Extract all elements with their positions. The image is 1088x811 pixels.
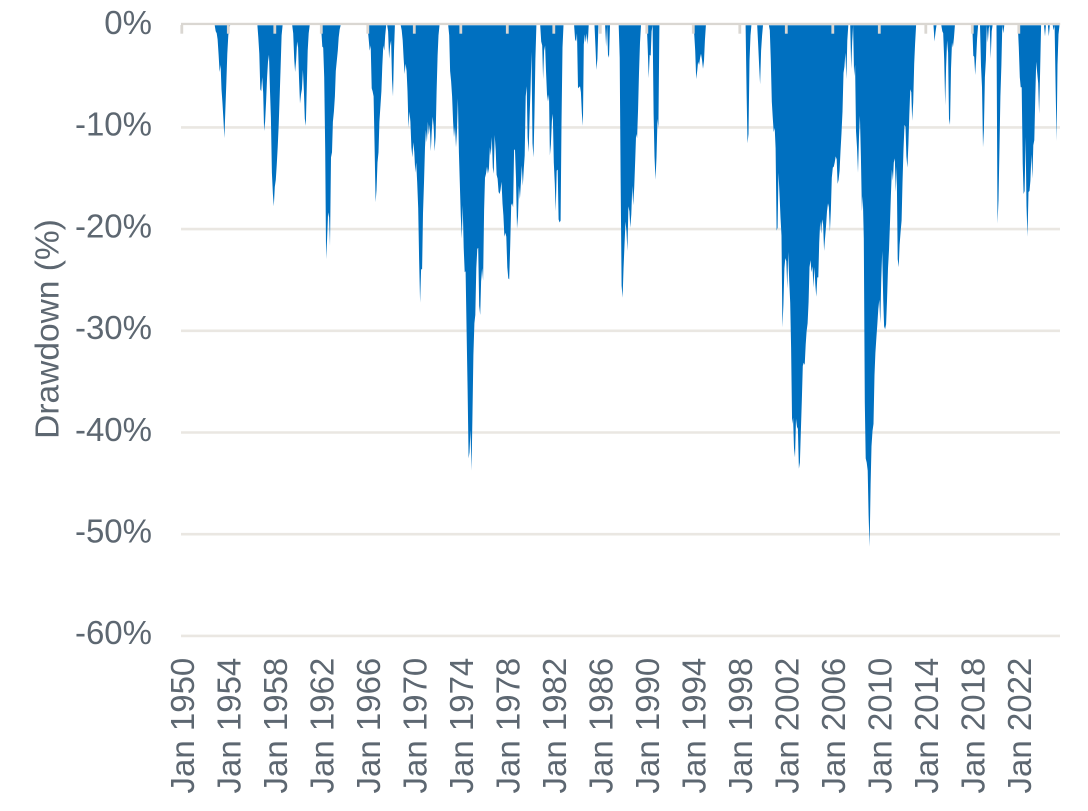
svg-text:Jan 1990: Jan 1990	[629, 658, 666, 794]
svg-text:Jan 2002: Jan 2002	[769, 658, 806, 794]
svg-text:Jan 1966: Jan 1966	[350, 658, 387, 794]
svg-text:Jan 1986: Jan 1986	[583, 658, 620, 794]
svg-text:Jan 1982: Jan 1982	[536, 658, 573, 794]
svg-text:-60%: -60%	[75, 614, 152, 651]
svg-text:Jan 2022: Jan 2022	[1001, 658, 1038, 794]
svg-text:0%: 0%	[104, 4, 152, 41]
svg-text:Jan 1998: Jan 1998	[722, 658, 759, 794]
svg-text:-20%: -20%	[75, 207, 152, 244]
svg-text:Drawdown (%): Drawdown (%)	[30, 219, 67, 439]
svg-text:Jan 1958: Jan 1958	[257, 658, 294, 794]
svg-text:Jan 2014: Jan 2014	[908, 658, 945, 794]
svg-text:Jan 2018: Jan 2018	[955, 658, 992, 794]
svg-text:-10%: -10%	[75, 106, 152, 143]
svg-text:Jan 2006: Jan 2006	[815, 658, 852, 794]
svg-text:Jan 1974: Jan 1974	[443, 658, 480, 794]
svg-text:Jan 1970: Jan 1970	[397, 658, 434, 794]
svg-text:-30%: -30%	[75, 309, 152, 346]
svg-text:Jan 1962: Jan 1962	[304, 658, 341, 794]
svg-text:-50%: -50%	[75, 513, 152, 550]
svg-text:Jan 1994: Jan 1994	[676, 658, 713, 794]
svg-text:Jan 1978: Jan 1978	[490, 658, 527, 794]
svg-text:-40%: -40%	[75, 411, 152, 448]
svg-text:Jan 2010: Jan 2010	[862, 658, 899, 794]
svg-text:Jan 1954: Jan 1954	[211, 658, 248, 794]
svg-text:Jan 1950: Jan 1950	[164, 658, 201, 794]
